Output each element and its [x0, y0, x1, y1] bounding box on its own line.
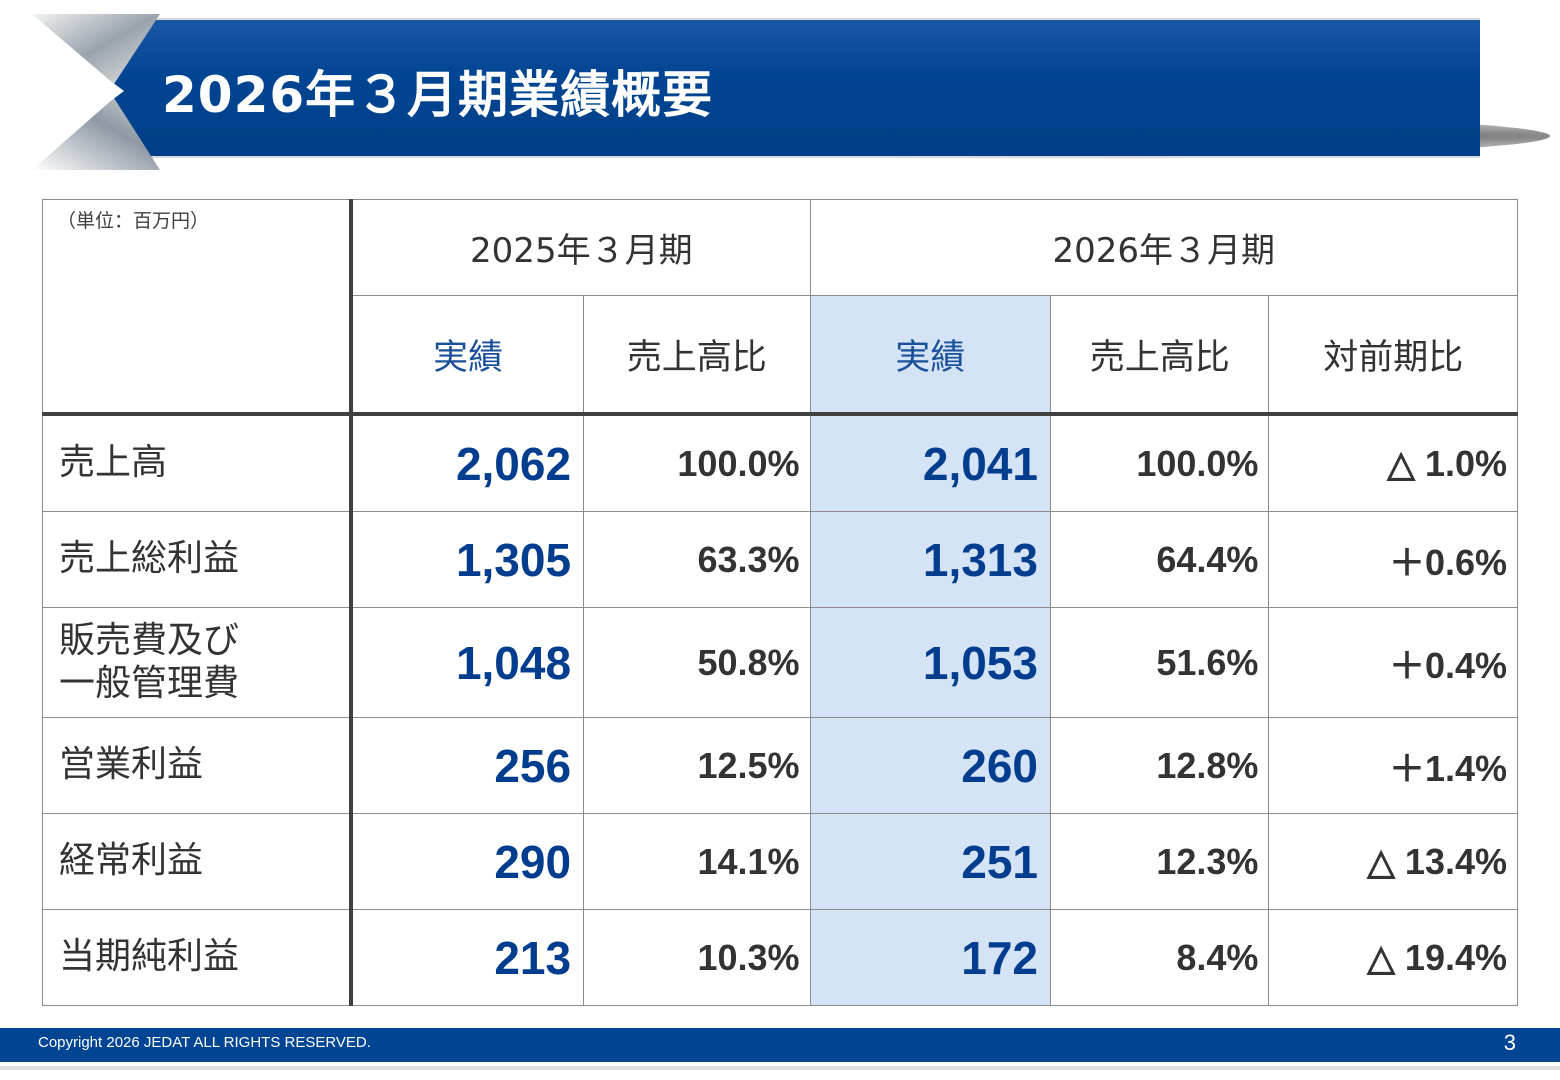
yoy-change: ＋0.4% [1268, 607, 1518, 718]
ratio-2025: 63.3% [583, 511, 811, 608]
actual-2025: 2,062 [350, 413, 585, 512]
row-label: 売上総利益 [42, 511, 354, 608]
subheader-ratio-2025: 売上高比 [583, 295, 811, 416]
actual-2025: 213 [350, 909, 585, 1006]
ratio-2025: 100.0% [583, 413, 811, 512]
subheader-actual-2026: 実績 [809, 295, 1051, 416]
actual-2026: 260 [809, 717, 1051, 814]
row-label-line1: 販売費及び [59, 620, 240, 662]
ratio-2026: 12.3% [1049, 813, 1270, 910]
table-row-sga: 販売費及び 一般管理費 1,048 50.8% 1,053 51.6% ＋0.4… [42, 607, 1518, 718]
page-number: 3 [1503, 1030, 1516, 1055]
row-label: 売上高 [42, 413, 354, 512]
ratio-2025: 14.1% [583, 813, 811, 910]
ratio-2026: 64.4% [1049, 511, 1270, 608]
copyright-text: Copyright 2026 JEDAT ALL RIGHTS RESERVED… [38, 1034, 371, 1051]
yoy-change: ＋0.6% [1268, 511, 1518, 608]
table-row-operating-profit: 営業利益 256 12.5% 260 12.8% ＋1.4% [42, 717, 1518, 814]
actual-2025: 1,305 [350, 511, 585, 608]
unit-label: （単位：百万円） [57, 210, 210, 232]
row-label: 当期純利益 [42, 909, 354, 1006]
footer-bar: Copyright 2026 JEDAT ALL RIGHTS RESERVED… [0, 1028, 1560, 1062]
actual-2026: 1,313 [809, 511, 1051, 608]
page-title: 2026年３月期業績概要 [162, 66, 714, 124]
ratio-2026: 51.6% [1049, 607, 1270, 718]
row-label-line2: 一般管理費 [59, 662, 240, 704]
actual-2025: 1,048 [350, 607, 585, 718]
period-header-2026: 2026年３月期 [809, 199, 1519, 296]
subheader-yoy: 対前期比 [1268, 295, 1518, 416]
actual-2025: 290 [350, 813, 585, 910]
unit-cell: （単位：百万円） [42, 199, 354, 416]
actual-2026: 251 [809, 813, 1051, 910]
actual-2026: 172 [809, 909, 1051, 1006]
ratio-2026: 8.4% [1049, 909, 1270, 1006]
ratio-2026: 12.8% [1049, 717, 1270, 814]
yoy-change: △ 1.0% [1268, 413, 1518, 512]
performance-summary-table: （単位：百万円） 2025年３月期 2026年３月期 実績 売上高比 実績 売上… [42, 199, 1519, 1006]
table-row-net-income: 当期純利益 213 10.3% 172 8.4% △ 19.4% [42, 909, 1518, 1006]
yoy-change: ＋1.4% [1268, 717, 1518, 814]
banner-arrow-decoration [32, 14, 160, 170]
ratio-2025: 50.8% [583, 607, 811, 718]
table-row-sales: 売上高 2,062 100.0% 2,041 100.0% △ 1.0% [42, 413, 1518, 512]
yoy-change: △ 19.4% [1268, 909, 1518, 1006]
subheader-ratio-2026: 売上高比 [1049, 295, 1270, 416]
table-row-gross-profit: 売上総利益 1,305 63.3% 1,313 64.4% ＋0.6% [42, 511, 1518, 608]
row-label: 営業利益 [42, 717, 354, 814]
ratio-2025: 12.5% [583, 717, 811, 814]
table-row-ordinary-profit: 経常利益 290 14.1% 251 12.3% △ 13.4% [42, 813, 1518, 910]
actual-2026: 2,041 [809, 413, 1051, 512]
title-banner [112, 18, 1480, 158]
ratio-2025: 10.3% [583, 909, 811, 1006]
period-header-2025: 2025年３月期 [350, 199, 811, 296]
footer-divider [0, 1066, 1560, 1070]
row-label: 販売費及び 一般管理費 [42, 607, 354, 718]
actual-2025: 256 [350, 717, 585, 814]
yoy-change: △ 13.4% [1268, 813, 1518, 910]
actual-2026: 1,053 [809, 607, 1051, 718]
row-label: 経常利益 [42, 813, 354, 910]
subheader-actual-2025: 実績 [350, 295, 585, 416]
ratio-2026: 100.0% [1049, 413, 1270, 512]
